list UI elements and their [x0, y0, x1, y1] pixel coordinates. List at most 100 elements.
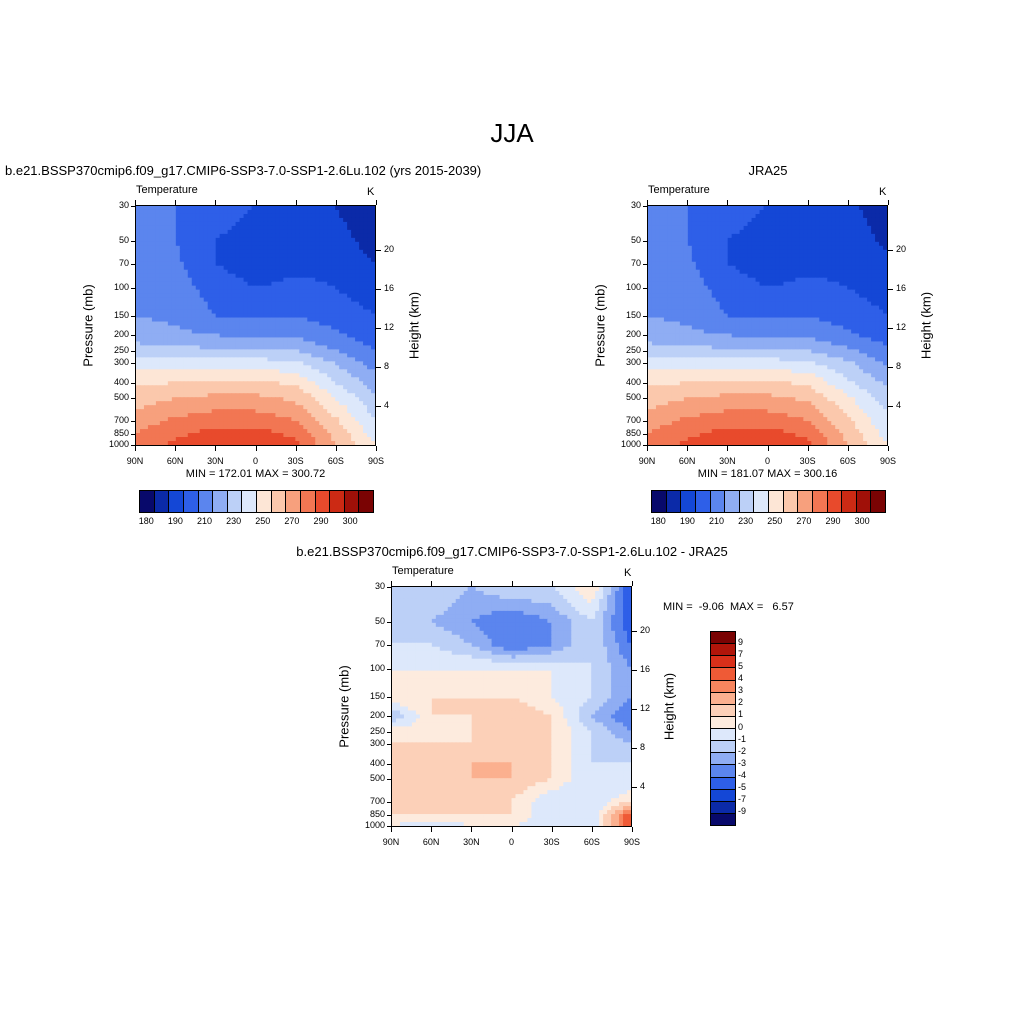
panel1-cell [287, 357, 292, 362]
panel2-cell [795, 289, 800, 295]
panel1-cell [183, 337, 189, 343]
panel1-cell [295, 421, 300, 426]
panel1-cell [231, 233, 237, 239]
panel1-cell [251, 441, 257, 445]
panel1-cell [179, 333, 185, 339]
panel1-cell [347, 241, 352, 247]
panel2-cell [823, 281, 828, 287]
panel1-cell [199, 353, 205, 358]
panel1-cell [331, 381, 336, 386]
panel1-cell [231, 309, 237, 315]
panel2-cell [743, 253, 749, 259]
panel1-cell [227, 213, 233, 219]
panel1-cell [319, 361, 324, 366]
panel1-cell [327, 253, 332, 259]
panel2-cell [843, 265, 848, 271]
panel2-cell [851, 253, 856, 259]
panel2-cell [687, 289, 693, 295]
panel1-cell [139, 237, 145, 243]
panel2-cell [879, 229, 884, 235]
panel1-cell [315, 221, 320, 227]
panel1-cell [271, 245, 277, 251]
panel1-cell [219, 305, 225, 311]
panel1-cell [247, 413, 253, 418]
panel1-cell [171, 297, 177, 303]
panel1-cell [136, 377, 141, 382]
panel1-cell [223, 249, 229, 255]
panel1-cell [183, 257, 189, 263]
panel1-cell [283, 261, 288, 267]
panel1-cell [279, 249, 284, 255]
panel1-cell [171, 285, 177, 291]
panel1-cell [227, 417, 233, 422]
panel1-cell [267, 273, 273, 279]
panel1-cell [231, 413, 237, 418]
panel1-cell [179, 401, 185, 406]
panel1-cell [343, 241, 348, 247]
panel1-cell [215, 433, 221, 438]
panel1-cell [207, 325, 213, 331]
panel2-cell [763, 249, 769, 255]
panel1-cell [211, 421, 217, 426]
panel2-cell [811, 241, 816, 247]
panel1-cell [271, 285, 277, 291]
panel1-cell [311, 353, 316, 358]
panel2-cell [767, 221, 773, 227]
panel1-cell [327, 213, 332, 219]
panel2-cell [727, 281, 733, 287]
panel1-cell [315, 249, 320, 255]
panel1-cell [231, 265, 237, 271]
panel1-cell [195, 409, 201, 414]
panel2-cell [823, 209, 828, 215]
panel1-cell [255, 269, 261, 275]
panel1-cell [207, 341, 213, 347]
panel1-cell [355, 273, 360, 279]
panel1-cell [275, 221, 280, 227]
panel1-cell [235, 369, 241, 374]
panel1-cell [159, 273, 165, 279]
panel2-cell [807, 237, 812, 243]
panel2-cell [731, 221, 737, 227]
panel1-cell [239, 225, 245, 231]
panel1-cell [267, 361, 273, 366]
panel1-cell [243, 337, 249, 343]
panel2-cell [739, 237, 745, 243]
panel1-cell [307, 329, 312, 335]
panel1-cell [167, 393, 173, 398]
panel1-cell [243, 221, 249, 227]
panel1-cell [199, 225, 205, 231]
panel2-cell [775, 285, 781, 291]
panel2-cell [743, 257, 749, 263]
panel2-cell [667, 225, 673, 231]
panel2-cell [855, 265, 860, 271]
panel1-cell [183, 341, 189, 347]
panel1-cell [283, 285, 288, 291]
panel1-cell [215, 297, 221, 303]
panel1-cell [263, 245, 269, 251]
panel1-cell [191, 341, 197, 347]
panel2-cell [827, 273, 832, 279]
panel1-cell [151, 437, 157, 442]
panel2-cell [751, 253, 757, 259]
panel1-cell [275, 413, 280, 418]
panel1-cell [279, 377, 284, 382]
panel1-cell [139, 369, 145, 374]
panel2-cell [667, 269, 673, 275]
panel1-cell [351, 289, 356, 295]
panel2-cell [779, 269, 785, 275]
panel1-cell [139, 385, 145, 390]
panel2-cell [743, 293, 749, 299]
panel1-cell [139, 277, 145, 283]
panel1-cell [263, 253, 269, 259]
panel2-cell [675, 213, 681, 219]
panel1-cell [243, 206, 249, 211]
panel1-cell [195, 441, 201, 445]
panel1-cell [331, 249, 336, 255]
panel2-cell [719, 241, 725, 247]
panel1-cell [179, 249, 185, 255]
panel2-cell [671, 257, 677, 263]
panel1-cell [295, 325, 300, 331]
panel1-cell [259, 361, 265, 366]
panel1-cell [359, 401, 364, 406]
panel1-cell [359, 337, 364, 343]
